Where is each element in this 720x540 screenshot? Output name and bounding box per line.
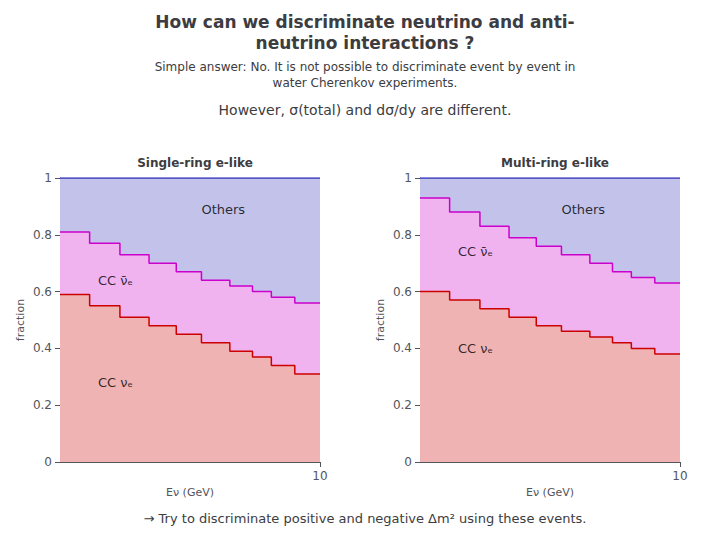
svg-text:0: 0 <box>44 455 52 469</box>
svg-text:CC ν̄ₑ: CC ν̄ₑ <box>458 244 493 259</box>
svg-text:0: 0 <box>404 455 412 469</box>
svg-text:Others: Others <box>561 202 605 217</box>
svg-text:0.4: 0.4 <box>393 341 412 355</box>
svg-text:0.8: 0.8 <box>33 228 52 242</box>
svg-text:CC νₑ: CC νₑ <box>458 341 493 356</box>
svg-text:0.6: 0.6 <box>33 285 52 299</box>
svg-text:0.6: 0.6 <box>393 285 412 299</box>
svg-text:→ Try to discriminate positive: → Try to discriminate positive and negat… <box>144 511 587 526</box>
svg-text:fraction: fraction <box>374 299 387 341</box>
svg-text:Simple answer: No. It is not p: Simple answer: No. It is not possible to… <box>155 60 576 74</box>
svg-text:CC ν̄ₑ: CC ν̄ₑ <box>98 273 133 288</box>
svg-text:How can we discriminate neutri: How can we discriminate neutrino and ant… <box>155 12 574 32</box>
svg-text:0.8: 0.8 <box>393 228 412 242</box>
svg-text:fraction: fraction <box>14 299 27 341</box>
svg-text:neutrino interactions ?: neutrino interactions ? <box>256 33 475 53</box>
svg-text:CC νₑ: CC νₑ <box>98 375 133 390</box>
svg-text:water Cherenkov experiments.: water Cherenkov experiments. <box>273 76 458 90</box>
svg-text:0.2: 0.2 <box>393 398 412 412</box>
svg-text:Eν (GeV): Eν (GeV) <box>526 486 574 499</box>
svg-text:Single-ring e-like: Single-ring e-like <box>137 156 253 170</box>
svg-text:0.4: 0.4 <box>33 341 52 355</box>
svg-text:However, σ(total) and dσ/dy ar: However, σ(total) and dσ/dy are differen… <box>219 102 512 118</box>
svg-text:1: 1 <box>404 171 412 185</box>
svg-text:Eν (GeV): Eν (GeV) <box>166 486 214 499</box>
svg-text:10: 10 <box>672 469 687 483</box>
svg-text:10: 10 <box>312 469 327 483</box>
svg-text:1: 1 <box>44 171 52 185</box>
svg-text:Multi-ring e-like: Multi-ring e-like <box>501 156 609 170</box>
svg-text:Others: Others <box>201 202 245 217</box>
svg-text:0.2: 0.2 <box>33 398 52 412</box>
